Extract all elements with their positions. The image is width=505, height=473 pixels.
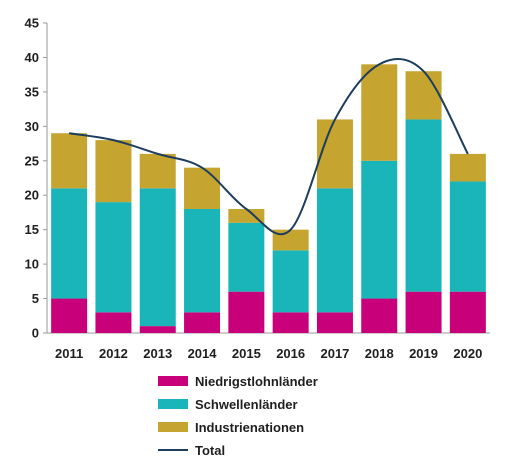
bar-segment	[361, 298, 398, 333]
x-tick-label: 2011	[55, 346, 83, 361]
bar-segment	[228, 222, 265, 292]
bar-segment	[139, 326, 176, 333]
legend: Niedrigstlohnländer Schwellenländer Indust…	[158, 374, 318, 458]
bar-segment	[361, 160, 398, 299]
x-tick-label: 2012	[99, 346, 128, 361]
bars	[51, 64, 486, 333]
x-tick-label: 2019	[409, 346, 438, 361]
bar-segment	[272, 229, 309, 251]
bar-segment	[139, 153, 176, 189]
legend-label: Industrienationen	[195, 420, 304, 435]
bar-segment	[449, 291, 486, 333]
bar-segment	[405, 71, 442, 120]
bar-segment	[184, 312, 221, 333]
x-tick-label: 2014	[188, 346, 218, 361]
y-tick-label: 15	[25, 222, 39, 237]
bar-segment	[184, 209, 221, 313]
y-tick-label: 25	[25, 153, 39, 168]
y-axis: 0 5 10 15 20 25 30 35 40 45	[25, 16, 48, 341]
total-line-layer	[68, 58, 469, 236]
x-tick-label: 2020	[453, 346, 482, 361]
bar-segment	[316, 119, 353, 189]
legend-swatch	[158, 399, 188, 409]
bar-segment	[51, 133, 88, 189]
bar-segment	[139, 188, 176, 327]
legend-label: Niedrigstlohnländer	[195, 374, 318, 389]
y-tick-label: 10	[25, 257, 39, 272]
y-tick-label: 45	[25, 16, 39, 31]
x-axis: 2011 2012 2013 2014 2015 2016 2017 2018 2019 2020	[47, 332, 490, 361]
bar-segment	[405, 119, 442, 292]
bar-segment	[51, 188, 88, 299]
bar-segment	[228, 291, 265, 333]
bar-segment	[316, 188, 353, 313]
bar-segment	[95, 202, 132, 313]
y-tick-label: 0	[32, 326, 39, 341]
bar-segment	[228, 209, 265, 223]
bar-segment	[51, 298, 88, 333]
legend-swatch	[158, 422, 188, 432]
x-tick-label: 2017	[320, 346, 349, 361]
legend-label: Schwellenländer	[195, 397, 298, 412]
y-tick-label: 5	[32, 291, 39, 306]
y-tick-label: 40	[25, 50, 39, 65]
bar-segment	[184, 167, 221, 209]
y-tick-label: 30	[25, 119, 39, 134]
bar-segment	[272, 250, 309, 313]
bar-segment	[449, 153, 486, 182]
legend-swatch	[158, 376, 188, 386]
total-line	[68, 58, 469, 236]
legend-label: Total	[195, 443, 225, 458]
y-tick-label: 35	[25, 84, 39, 99]
x-tick-label: 2013	[143, 346, 172, 361]
x-tick-label: 2015	[232, 346, 261, 361]
bar-segment	[95, 312, 132, 333]
bar-segment	[316, 312, 353, 333]
y-tick-label: 20	[25, 188, 39, 203]
bar-segment	[449, 181, 486, 292]
bar-segment	[361, 64, 398, 161]
bar-segment	[405, 291, 442, 333]
bar-segment	[95, 140, 132, 203]
x-tick-label: 2016	[276, 346, 305, 361]
x-tick-label: 2018	[365, 346, 394, 361]
bar-segment	[272, 312, 309, 333]
